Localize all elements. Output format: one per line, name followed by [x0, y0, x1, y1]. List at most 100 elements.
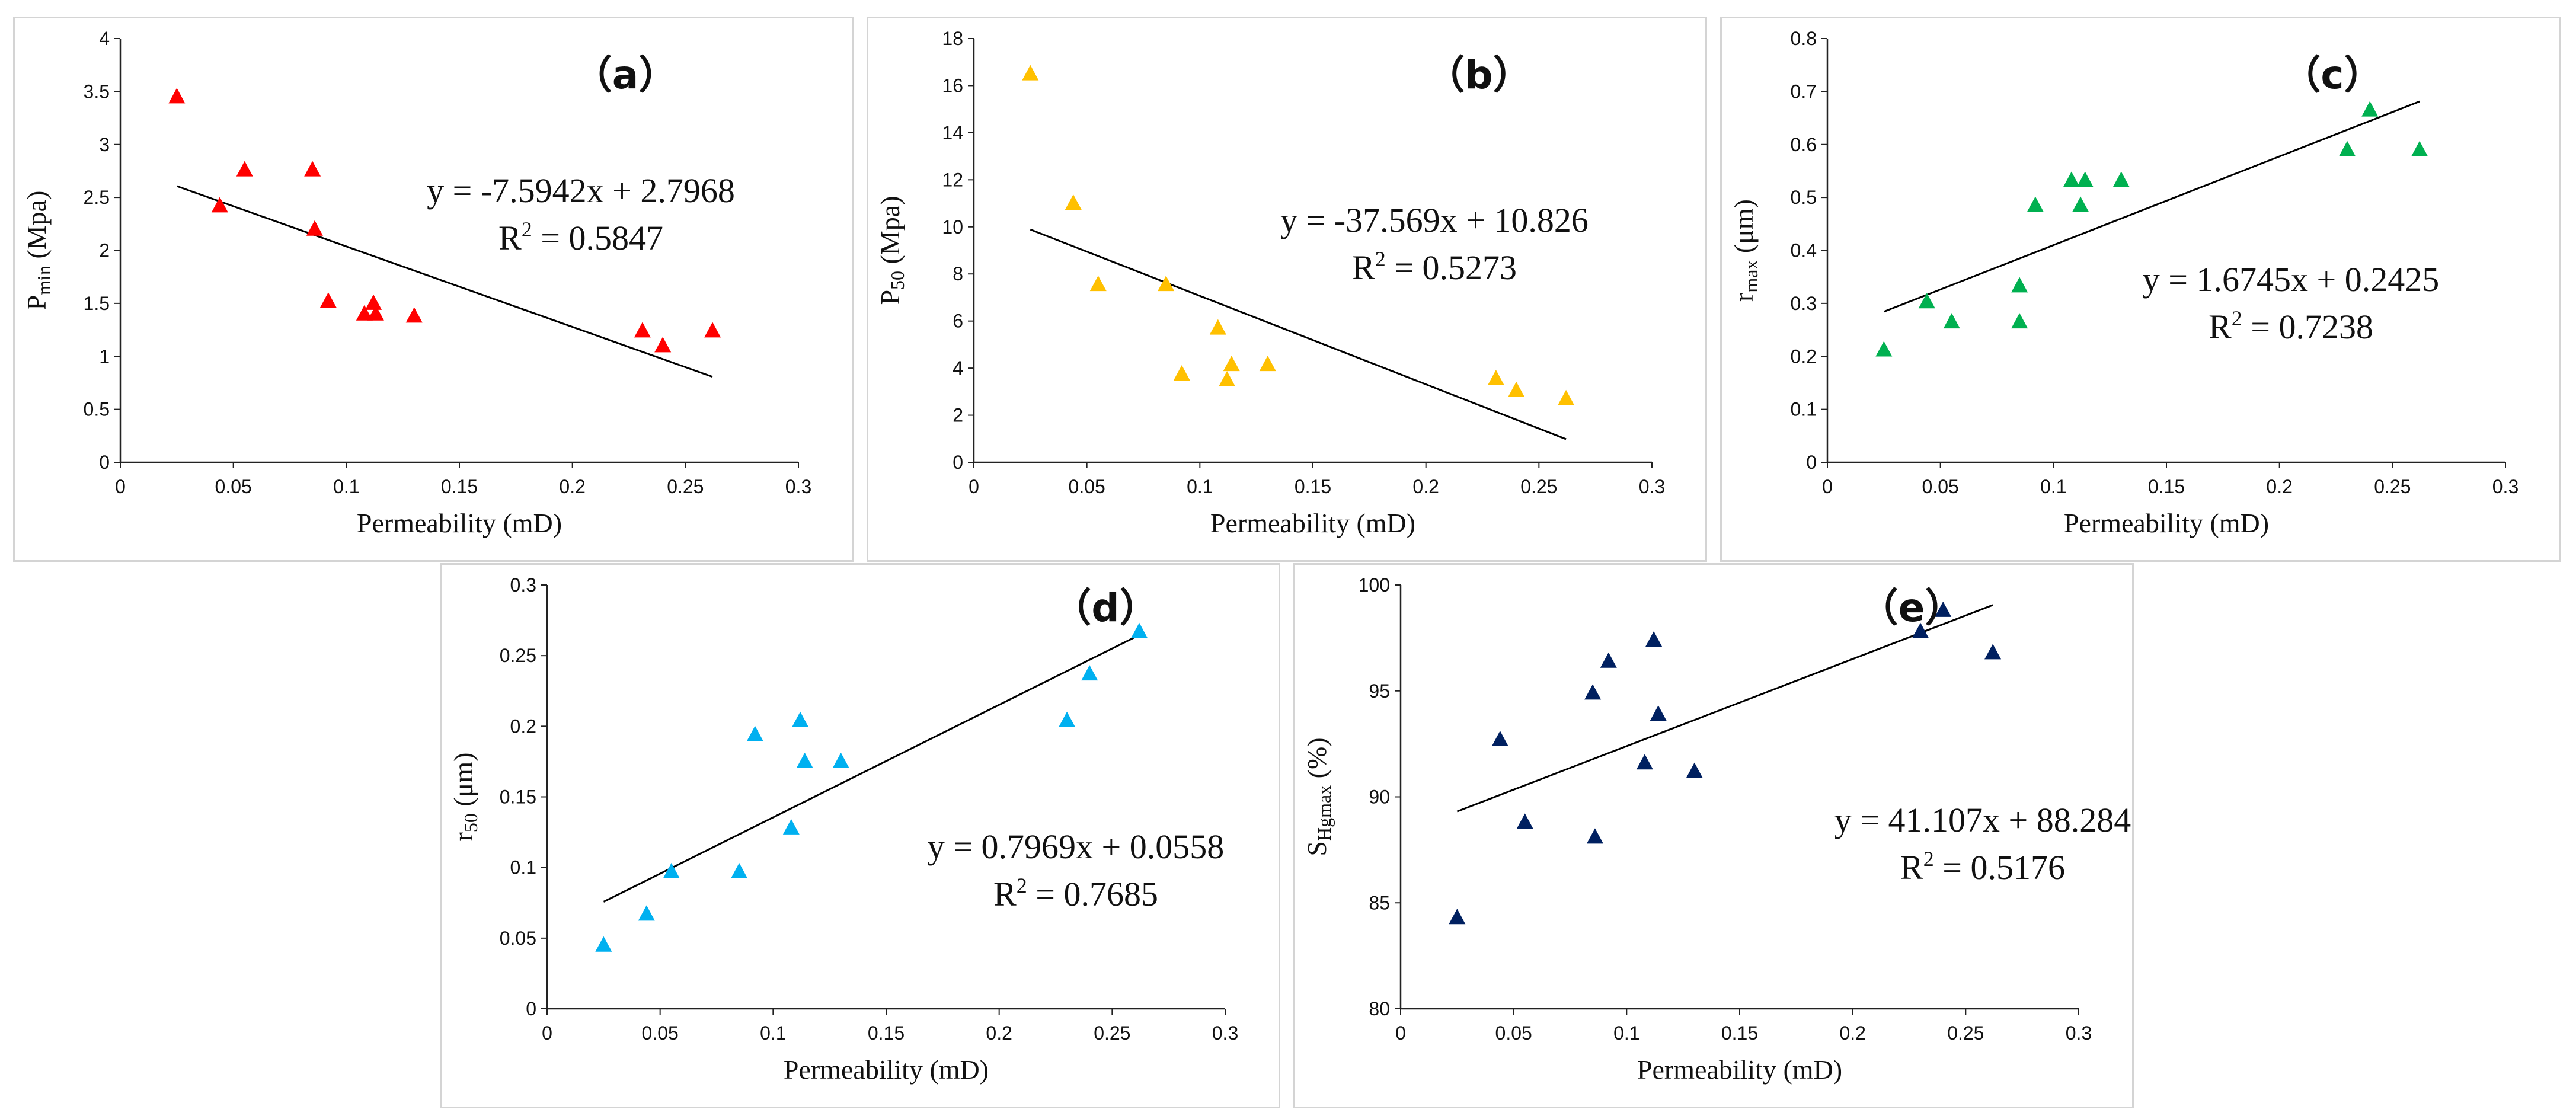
x-tick-label: 0.2: [986, 1022, 1012, 1044]
y-tick-label: 0.05: [500, 928, 536, 949]
x-tick-label: 0.05: [215, 476, 252, 497]
y-axis-title-main: r: [448, 832, 478, 841]
y-tick-label: 0.2: [1791, 346, 1817, 367]
panel-label: （d）: [1052, 585, 1158, 631]
x-tick-label: 0.1: [760, 1022, 786, 1044]
y-tick-label: 0.3: [510, 574, 536, 596]
r-squared-prefix: R: [993, 875, 1017, 913]
x-tick-label: 0.2: [2266, 476, 2292, 497]
y-axis-title: P50 (Mpa): [875, 196, 908, 305]
trend-line: [1883, 100, 2420, 313]
data-point-triangle: [1059, 711, 1076, 727]
y-tick-label: 3: [99, 134, 110, 155]
data-point-triangle: [1686, 762, 1703, 778]
panel-label: （b）: [1426, 52, 1532, 98]
y-tick-label: 85: [1369, 892, 1390, 913]
x-tick-label: 0.3: [1639, 476, 1665, 497]
data-point-triangle: [1935, 601, 1952, 617]
r-squared-superscript: 2: [1017, 874, 1027, 897]
y-tick-label: 16: [942, 75, 963, 96]
y-axis-title-main: P: [875, 290, 905, 305]
data-point-triangle: [211, 197, 228, 213]
y-tick-label: 95: [1369, 680, 1390, 702]
data-point-triangle: [236, 161, 253, 177]
x-axis-title: Permeability (mD): [1210, 508, 1415, 538]
data-point-triangle: [1487, 369, 1504, 385]
r-squared-prefix: R: [498, 219, 522, 257]
data-point-triangle: [2027, 196, 2044, 212]
y-tick-label: 0.5: [1791, 187, 1817, 208]
data-point-triangle: [367, 305, 384, 321]
data-point-triangle: [365, 294, 382, 310]
data-point-triangle: [1918, 293, 1935, 309]
data-point-triangle: [1558, 389, 1575, 405]
x-axis-title: Permeability (mD): [2064, 508, 2269, 538]
y-tick-label: 14: [942, 122, 963, 143]
x-tick-label: 0.1: [333, 476, 359, 497]
data-point-triangle: [1173, 365, 1190, 381]
data-point-triangle: [168, 88, 186, 104]
y-tick-label: 0.1: [1791, 399, 1817, 420]
x-tick-label: 0.2: [1412, 476, 1439, 497]
data-point-triangle: [405, 307, 423, 323]
x-tick-label: 0.3: [2066, 1022, 2092, 1044]
data-point-triangle: [796, 752, 813, 768]
trendline-equation: y = 41.107x + 88.284: [1834, 801, 2131, 839]
data-point-triangle: [1584, 684, 1602, 700]
x-tick-label: 0: [1395, 1022, 1406, 1044]
data-point-triangle: [654, 337, 672, 353]
data-point-triangle: [319, 292, 337, 308]
data-point-triangle: [2011, 313, 2028, 329]
y-tick-label: 4: [99, 28, 110, 49]
data-point-triangle: [1984, 644, 2002, 660]
y-tick-label: 100: [1359, 574, 1390, 596]
data-point-triangle: [2076, 171, 2094, 187]
y-tick-label: 0.25: [500, 645, 536, 666]
data-point-triangle: [2411, 140, 2428, 156]
chart-panel-e: 0 0.05 0.1 0.15 0.2 0.25 0.3 80 85 90 95 100 Permeab…: [1293, 563, 2134, 1108]
y-tick-label: 0: [99, 452, 110, 473]
x-tick-label: 0.1: [1613, 1022, 1639, 1044]
x-axis-title: Permeability (mD): [784, 1054, 989, 1085]
data-point-triangle: [1131, 622, 1148, 638]
x-tick-label: 0: [542, 1022, 552, 1044]
y-axis-title: r50 (μm): [448, 753, 481, 842]
y-tick-label: 2: [99, 240, 110, 261]
y-tick-label: 0.2: [510, 715, 536, 737]
data-point-triangle: [832, 752, 849, 768]
data-point-triangle: [306, 220, 323, 236]
data-point-triangle: [746, 725, 763, 741]
x-tick-label: 0.05: [1069, 476, 1105, 497]
trendline-equation: y = 0.7969x + 0.0558: [928, 827, 1224, 866]
y-tick-label: 2: [953, 405, 963, 426]
data-point-triangle: [1223, 356, 1240, 372]
y-tick-label: 8: [953, 263, 963, 284]
data-point-triangle: [1491, 730, 1508, 746]
data-point-triangle: [1259, 356, 1276, 372]
data-point-triangle: [1875, 341, 1893, 357]
data-point-triangle: [1158, 276, 1175, 292]
x-axis-title: Permeability (mD): [1637, 1054, 1842, 1085]
y-axis-title: rmax (μm): [1728, 199, 1762, 302]
x-tick-label: 0.2: [559, 476, 585, 497]
y-axis-title-unit: (μm): [448, 753, 478, 814]
x-tick-label: 0.05: [642, 1022, 679, 1044]
y-tick-label: 0.4: [1791, 240, 1817, 261]
x-tick-label: 0.2: [1839, 1022, 1865, 1044]
x-tick-label: 0: [115, 476, 126, 497]
data-point-triangle: [2011, 277, 2028, 293]
x-tick-label: 0.05: [1922, 476, 1959, 497]
r-squared-prefix: R: [1352, 248, 1375, 287]
chart-panel-c: 0 0.05 0.1 0.15 0.2 0.25 0.3 0 0.1 0.2 0.3 0.4 0.5 0.…: [1720, 17, 2561, 562]
data-point-triangle: [2063, 171, 2080, 187]
y-tick-label: 6: [953, 311, 963, 332]
y-tick-label: 0.8: [1791, 28, 1817, 49]
y-tick-label: 0.5: [84, 399, 110, 420]
data-point-triangle: [663, 862, 680, 878]
x-tick-label: 0.25: [1947, 1022, 1984, 1044]
x-tick-label: 0.25: [667, 476, 704, 497]
x-tick-label: 0: [1822, 476, 1833, 497]
r-squared-prefix: R: [2209, 308, 2232, 346]
x-tick-label: 0.1: [2040, 476, 2066, 497]
x-tick-label: 0.3: [1212, 1022, 1238, 1044]
